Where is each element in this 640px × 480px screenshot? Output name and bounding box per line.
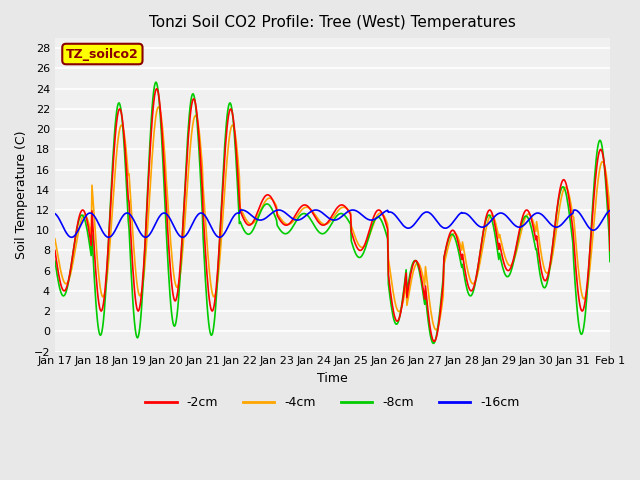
Title: Tonzi Soil CO2 Profile: Tree (West) Temperatures: Tonzi Soil CO2 Profile: Tree (West) Temp… <box>149 15 516 30</box>
Y-axis label: Soil Temperature (C): Soil Temperature (C) <box>15 131 28 259</box>
Legend: -2cm, -4cm, -8cm, -16cm: -2cm, -4cm, -8cm, -16cm <box>140 391 524 414</box>
Text: TZ_soilco2: TZ_soilco2 <box>66 48 139 60</box>
X-axis label: Time: Time <box>317 372 348 385</box>
